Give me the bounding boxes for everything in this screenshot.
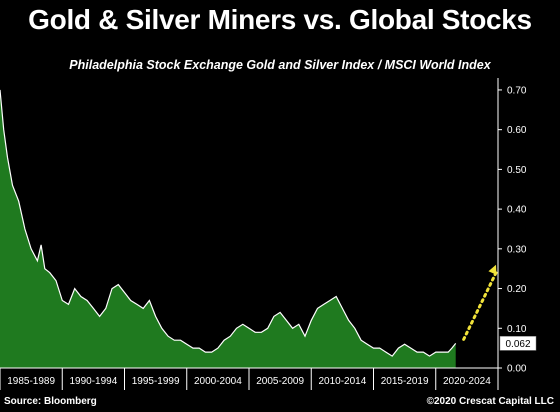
x-tick-label: 2015-2019 [381, 376, 429, 387]
x-tick-label: 2000-2004 [194, 376, 242, 387]
chart-subtitle: Philadelphia Stock Exchange Gold and Sil… [69, 58, 491, 72]
y-tick-label: 0.60 [507, 125, 527, 136]
x-tick-label: 1990-1994 [69, 376, 117, 387]
x-tick-label: 1995-1999 [132, 376, 180, 387]
last-value-box [499, 336, 537, 351]
y-tick-label: 0.00 [507, 364, 527, 375]
x-tick-label: 2005-2009 [256, 376, 304, 387]
ratio-line [0, 89, 457, 357]
y-tick-label: 0.70 [507, 85, 527, 96]
x-tick-label: 2020-2024 [443, 376, 491, 387]
source-note: Source: Bloomberg [4, 396, 97, 407]
y-tick-label: 0.30 [507, 244, 527, 255]
y-tick-label: 0.20 [507, 284, 527, 295]
y-tick-label: 0.10 [507, 324, 527, 335]
chart-title: Gold & Silver Miners vs. Global Stocks [28, 4, 532, 35]
ratio-area [0, 89, 456, 369]
projection-arrow-shaft [462, 271, 498, 341]
x-tick-label: 1985-1989 [7, 376, 55, 387]
y-tick-label: 0.40 [507, 205, 527, 216]
last-value-label: 0.062 [505, 339, 530, 350]
x-tick-label: 2010-2014 [318, 376, 366, 387]
projection-arrow-head [488, 264, 497, 275]
y-tick-label: 0.50 [507, 165, 527, 176]
copyright-note: ©2020 Crescat Capital LLC [426, 396, 554, 407]
